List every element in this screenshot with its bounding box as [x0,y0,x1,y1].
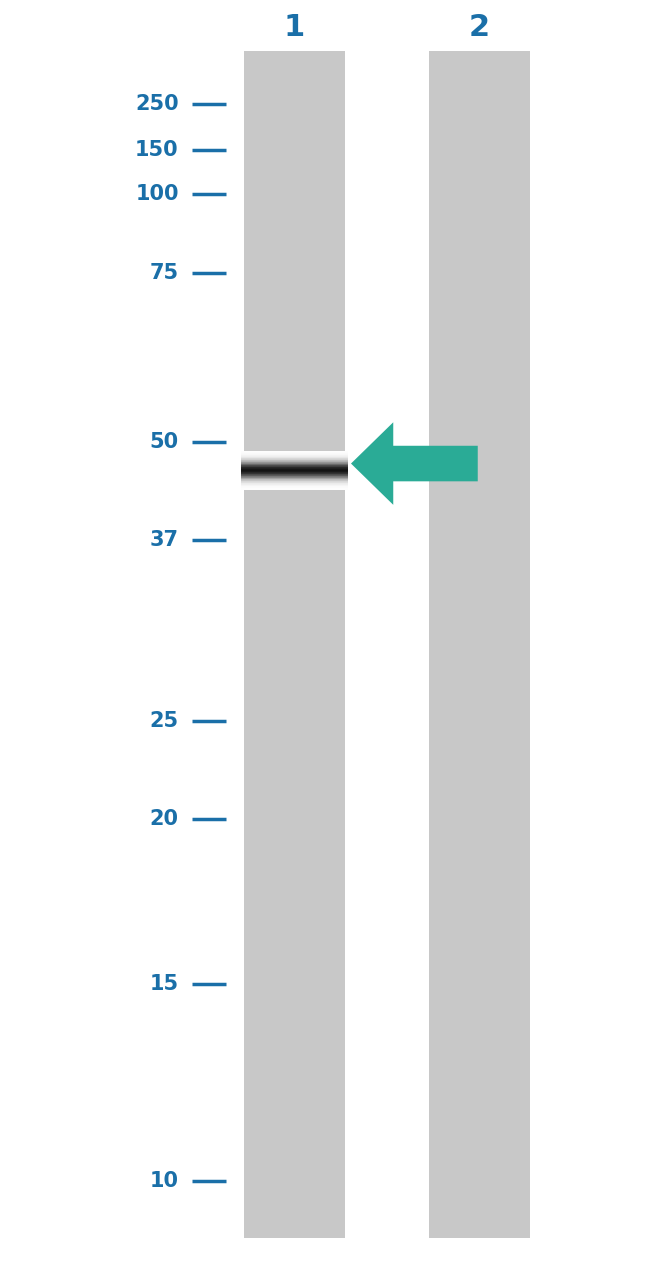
Bar [240,460,348,461]
Bar [240,480,348,481]
Bar [240,472,348,474]
Bar [240,480,348,481]
Bar [240,460,348,461]
Bar [240,483,348,484]
Bar [240,472,348,474]
Bar [240,462,348,464]
Bar [240,485,348,486]
Bar [240,455,348,456]
Bar [240,481,348,483]
Bar [240,452,348,453]
Bar [240,452,348,453]
Bar [240,451,348,452]
Bar [240,483,348,484]
Bar [240,467,348,469]
Bar [240,470,348,471]
Bar [240,456,348,457]
Bar [240,488,348,489]
Text: 50: 50 [150,432,179,452]
Bar [240,460,348,461]
Bar [240,469,348,470]
Bar [240,478,348,479]
Bar [240,458,348,460]
Bar [240,466,348,467]
Text: 20: 20 [150,809,179,829]
Text: 150: 150 [135,140,179,160]
Bar [240,475,348,476]
Bar [240,452,348,453]
Bar [240,471,348,472]
Bar [240,480,348,481]
Bar [240,467,348,469]
Bar [240,485,348,486]
Bar [240,462,348,464]
Bar [240,464,348,465]
Text: 75: 75 [150,263,179,283]
Text: 37: 37 [150,530,179,550]
Bar [240,465,348,466]
Text: 250: 250 [135,94,179,114]
Bar [240,475,348,476]
Bar [240,472,348,474]
Bar [240,453,348,455]
Bar [240,457,348,458]
Bar [240,488,348,489]
Bar [240,455,348,456]
Bar [240,478,348,479]
Bar [240,485,348,486]
Bar [240,461,348,462]
Bar [240,474,348,475]
Bar [240,462,348,464]
Text: 100: 100 [135,184,179,204]
Text: 10: 10 [150,1171,179,1191]
Text: 1: 1 [284,14,305,42]
Bar [240,478,348,479]
Bar [240,470,348,471]
Bar [240,476,348,478]
FancyArrow shape [351,422,478,504]
Bar [429,51,530,1238]
Bar [240,455,348,456]
Text: 15: 15 [150,974,179,994]
Bar [240,470,348,471]
Bar [240,465,348,466]
Bar [240,457,348,458]
Bar [244,51,344,1238]
Text: 25: 25 [150,711,179,732]
Bar [240,488,348,489]
Text: 2: 2 [469,14,489,42]
Bar [240,484,348,485]
